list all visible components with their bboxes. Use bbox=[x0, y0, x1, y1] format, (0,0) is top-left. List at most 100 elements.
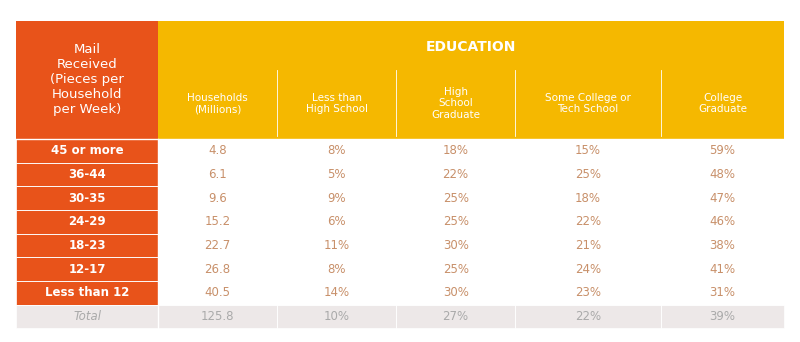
Bar bbox=[158, 281, 277, 305]
Bar bbox=[158, 162, 277, 186]
Text: 25%: 25% bbox=[442, 263, 469, 276]
Text: 5%: 5% bbox=[327, 168, 346, 181]
Text: 31%: 31% bbox=[710, 286, 735, 299]
Bar bbox=[16, 21, 158, 139]
Bar bbox=[277, 305, 396, 328]
Text: 25%: 25% bbox=[442, 192, 469, 205]
Text: 6.1: 6.1 bbox=[208, 168, 227, 181]
Bar bbox=[515, 162, 661, 186]
Text: 59%: 59% bbox=[710, 144, 735, 157]
Text: 48%: 48% bbox=[710, 168, 735, 181]
Bar bbox=[158, 234, 277, 257]
Text: Less than
High School: Less than High School bbox=[306, 93, 368, 114]
Bar bbox=[515, 186, 661, 210]
Text: 15%: 15% bbox=[575, 144, 601, 157]
Bar bbox=[277, 281, 396, 305]
Text: 24%: 24% bbox=[575, 263, 602, 276]
Bar bbox=[277, 186, 396, 210]
Text: 11%: 11% bbox=[323, 239, 350, 252]
Text: 21%: 21% bbox=[575, 239, 602, 252]
Text: 22%: 22% bbox=[575, 310, 602, 323]
Text: 18%: 18% bbox=[442, 144, 469, 157]
Bar bbox=[16, 305, 158, 328]
Bar bbox=[515, 210, 661, 234]
Bar bbox=[16, 210, 158, 234]
Bar bbox=[16, 162, 158, 186]
Text: 23%: 23% bbox=[575, 286, 601, 299]
Bar bbox=[158, 21, 784, 139]
Bar bbox=[661, 281, 784, 305]
Text: 6%: 6% bbox=[327, 215, 346, 228]
Text: 41%: 41% bbox=[710, 263, 736, 276]
Bar bbox=[396, 234, 515, 257]
Bar bbox=[277, 139, 396, 162]
Bar bbox=[396, 257, 515, 281]
Text: 4.8: 4.8 bbox=[208, 144, 227, 157]
Bar bbox=[661, 257, 784, 281]
Bar bbox=[515, 281, 661, 305]
Bar bbox=[515, 257, 661, 281]
Text: 18-23: 18-23 bbox=[68, 239, 106, 252]
Text: 14%: 14% bbox=[323, 286, 350, 299]
Text: 39%: 39% bbox=[710, 310, 735, 323]
Text: Less than 12: Less than 12 bbox=[45, 286, 130, 299]
Text: 24-29: 24-29 bbox=[68, 215, 106, 228]
Text: 40.5: 40.5 bbox=[205, 286, 230, 299]
Bar bbox=[16, 186, 158, 210]
Text: 22.7: 22.7 bbox=[205, 239, 230, 252]
Bar bbox=[396, 210, 515, 234]
Text: 38%: 38% bbox=[710, 239, 735, 252]
Bar bbox=[158, 186, 277, 210]
Bar bbox=[396, 305, 515, 328]
Text: 45 or more: 45 or more bbox=[50, 144, 123, 157]
Bar bbox=[16, 257, 158, 281]
Bar bbox=[661, 210, 784, 234]
Bar bbox=[396, 139, 515, 162]
Bar bbox=[661, 305, 784, 328]
Bar bbox=[515, 234, 661, 257]
Text: 9.6: 9.6 bbox=[208, 192, 227, 205]
Bar bbox=[277, 257, 396, 281]
Text: 30-35: 30-35 bbox=[68, 192, 106, 205]
Text: 25%: 25% bbox=[442, 215, 469, 228]
Bar bbox=[396, 186, 515, 210]
Text: 125.8: 125.8 bbox=[201, 310, 234, 323]
Bar bbox=[158, 305, 277, 328]
Text: 22%: 22% bbox=[575, 215, 602, 228]
Bar bbox=[16, 139, 158, 162]
Text: EDUCATION: EDUCATION bbox=[426, 40, 516, 54]
Text: 25%: 25% bbox=[575, 168, 601, 181]
Bar bbox=[16, 234, 158, 257]
Text: 46%: 46% bbox=[710, 215, 736, 228]
Text: 12-17: 12-17 bbox=[68, 263, 106, 276]
Bar bbox=[515, 305, 661, 328]
Bar bbox=[277, 234, 396, 257]
Text: 18%: 18% bbox=[575, 192, 601, 205]
Text: 26.8: 26.8 bbox=[205, 263, 230, 276]
Text: Mail
Received
(Pieces per
Household
per Week): Mail Received (Pieces per Household per … bbox=[50, 43, 124, 116]
Bar bbox=[661, 162, 784, 186]
Text: 36-44: 36-44 bbox=[68, 168, 106, 181]
Bar bbox=[661, 186, 784, 210]
Text: 22%: 22% bbox=[442, 168, 469, 181]
Text: High
School
Graduate: High School Graduate bbox=[431, 87, 480, 120]
Bar bbox=[277, 162, 396, 186]
Text: 30%: 30% bbox=[442, 239, 469, 252]
Text: 8%: 8% bbox=[327, 144, 346, 157]
Text: 47%: 47% bbox=[710, 192, 736, 205]
Bar bbox=[158, 139, 277, 162]
Text: 30%: 30% bbox=[442, 286, 469, 299]
Text: Households
(Millions): Households (Millions) bbox=[187, 93, 248, 114]
Bar bbox=[16, 281, 158, 305]
Text: 8%: 8% bbox=[327, 263, 346, 276]
Text: 15.2: 15.2 bbox=[205, 215, 230, 228]
Text: College
Graduate: College Graduate bbox=[698, 93, 747, 114]
Bar bbox=[661, 234, 784, 257]
Bar bbox=[515, 139, 661, 162]
Text: 27%: 27% bbox=[442, 310, 469, 323]
Text: 9%: 9% bbox=[327, 192, 346, 205]
Bar bbox=[158, 257, 277, 281]
Bar bbox=[158, 210, 277, 234]
Text: 10%: 10% bbox=[324, 310, 350, 323]
Text: Total: Total bbox=[73, 310, 101, 323]
